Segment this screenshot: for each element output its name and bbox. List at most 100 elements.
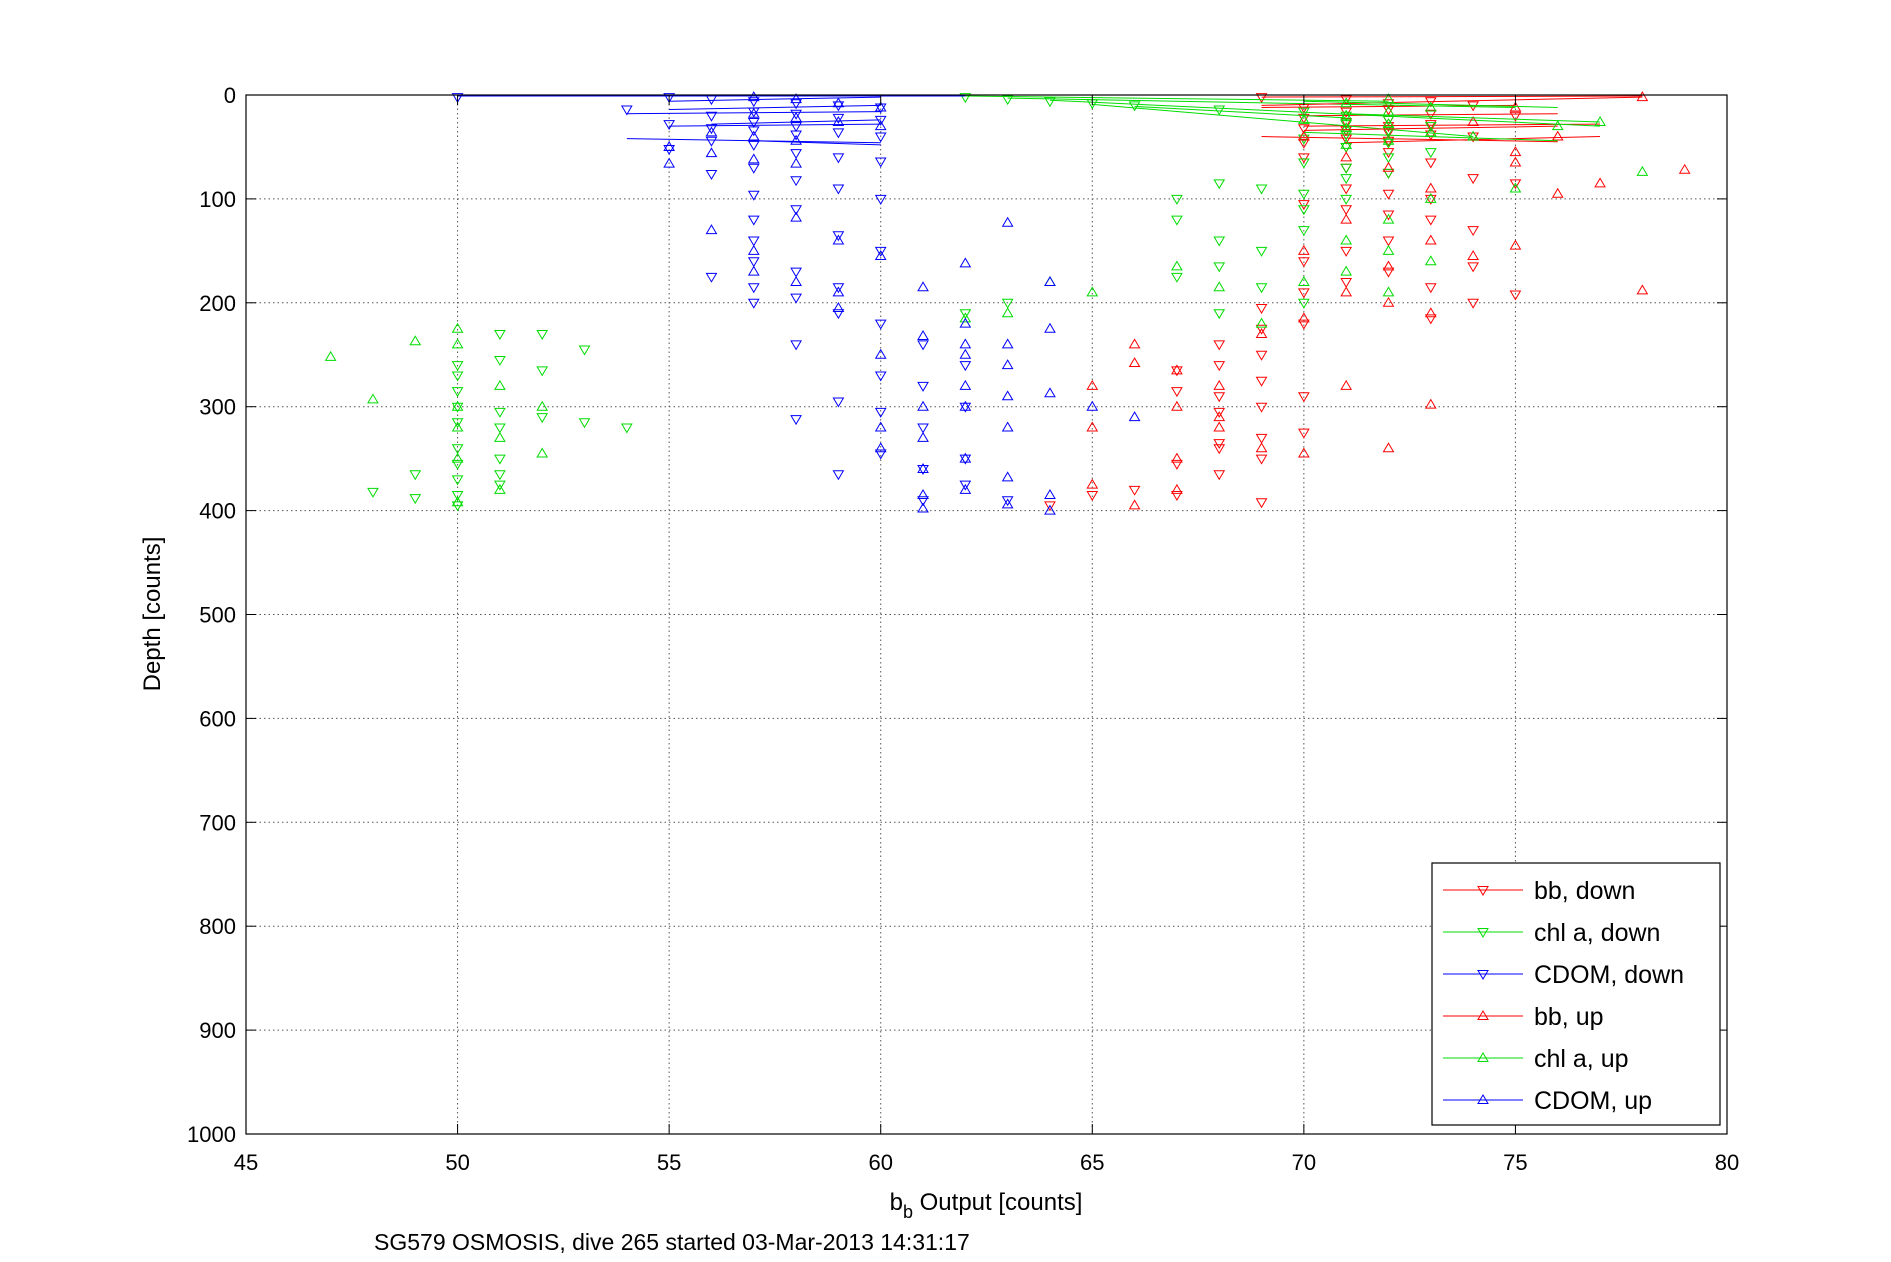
data-point (832, 283, 845, 294)
series-line (1092, 103, 1474, 138)
legend-box (1431, 862, 1721, 1126)
data-point (747, 153, 760, 164)
data-point (832, 302, 845, 312)
data-point (959, 93, 972, 104)
data-point (1297, 226, 1310, 237)
legend-label: bb, down (1534, 877, 1635, 905)
data-point (1001, 471, 1014, 482)
data-point (832, 309, 845, 320)
data-point (874, 194, 887, 205)
data-point (620, 423, 633, 434)
data-point (663, 145, 676, 156)
data-point (1171, 364, 1183, 375)
data-point (1213, 281, 1226, 292)
data-point (959, 454, 972, 465)
data-point (1213, 379, 1226, 390)
data-point (1213, 361, 1226, 372)
legend-marker (1477, 1052, 1489, 1062)
x-tick-label: 75 (1503, 1150, 1527, 1175)
data-point (1382, 99, 1395, 110)
data-point (1044, 387, 1056, 398)
data-point (1171, 366, 1183, 377)
data-point (832, 470, 845, 481)
data-point (1213, 392, 1226, 403)
data-point (1044, 322, 1056, 333)
data-point (1340, 151, 1353, 162)
data-point (1340, 184, 1353, 195)
data-point (1340, 234, 1353, 245)
data-point (1044, 97, 1056, 108)
data-point (367, 393, 379, 404)
data-point (1424, 126, 1437, 137)
data-point (1171, 215, 1183, 226)
data-point (832, 97, 845, 108)
data-point (1424, 120, 1437, 131)
data-point (1340, 205, 1353, 216)
data-point (663, 157, 676, 168)
data-point (1340, 265, 1353, 276)
data-point (747, 126, 760, 137)
data-point (917, 502, 929, 513)
data-point (1255, 184, 1268, 195)
data-point (1467, 250, 1479, 261)
data-point (917, 431, 929, 442)
data-point (494, 379, 506, 390)
y-tick-label: 200 (199, 291, 236, 316)
data-point (494, 423, 506, 434)
data-point (874, 348, 887, 359)
data-point (1678, 163, 1691, 174)
data-point (832, 116, 845, 127)
data-point (1340, 278, 1353, 289)
data-point (663, 140, 676, 151)
y-axis-label: Depth [counts] (139, 537, 166, 692)
data-point (790, 211, 802, 222)
data-point (747, 190, 760, 201)
data-point (790, 93, 802, 104)
data-point (1001, 338, 1014, 349)
series-line (1303, 100, 1558, 108)
legend-marker (1477, 1094, 1489, 1104)
data-point (536, 400, 549, 411)
data-point (705, 147, 718, 158)
data-point (1340, 138, 1353, 149)
data-point (1636, 91, 1649, 102)
data-point (790, 340, 802, 351)
data-point (747, 140, 760, 151)
data-point (1382, 442, 1395, 453)
series-line (1261, 96, 1643, 106)
series-line (669, 104, 881, 111)
data-point (1340, 95, 1353, 106)
data-point (1467, 130, 1479, 141)
data-point (1467, 116, 1479, 127)
data-point (1297, 130, 1310, 141)
data-point (1467, 298, 1479, 309)
data-point (536, 329, 549, 340)
data-point (1382, 161, 1395, 172)
data-point (1255, 433, 1268, 444)
data-point (1382, 213, 1395, 224)
data-point (1382, 286, 1395, 297)
y-tick-label: 700 (199, 810, 236, 835)
data-point (451, 475, 464, 486)
data-point (1424, 398, 1437, 409)
data-point (1171, 260, 1183, 271)
series-line (753, 140, 881, 146)
data-point (959, 348, 972, 359)
data-point (790, 415, 802, 426)
data-point (747, 257, 760, 268)
legend-label: chl a, down (1534, 919, 1660, 947)
data-point (1340, 213, 1353, 224)
data-point (832, 231, 845, 242)
data-point (917, 330, 929, 341)
data-point (663, 120, 676, 131)
data-point (1297, 124, 1310, 135)
data-point (1213, 309, 1226, 320)
data-point (1340, 194, 1353, 205)
data-point (409, 335, 422, 346)
data-point (1382, 236, 1395, 247)
data-point (1594, 116, 1606, 127)
data-point (1382, 244, 1395, 255)
data-point (1128, 499, 1141, 510)
data-point (747, 215, 760, 226)
series-line (1134, 105, 1347, 119)
